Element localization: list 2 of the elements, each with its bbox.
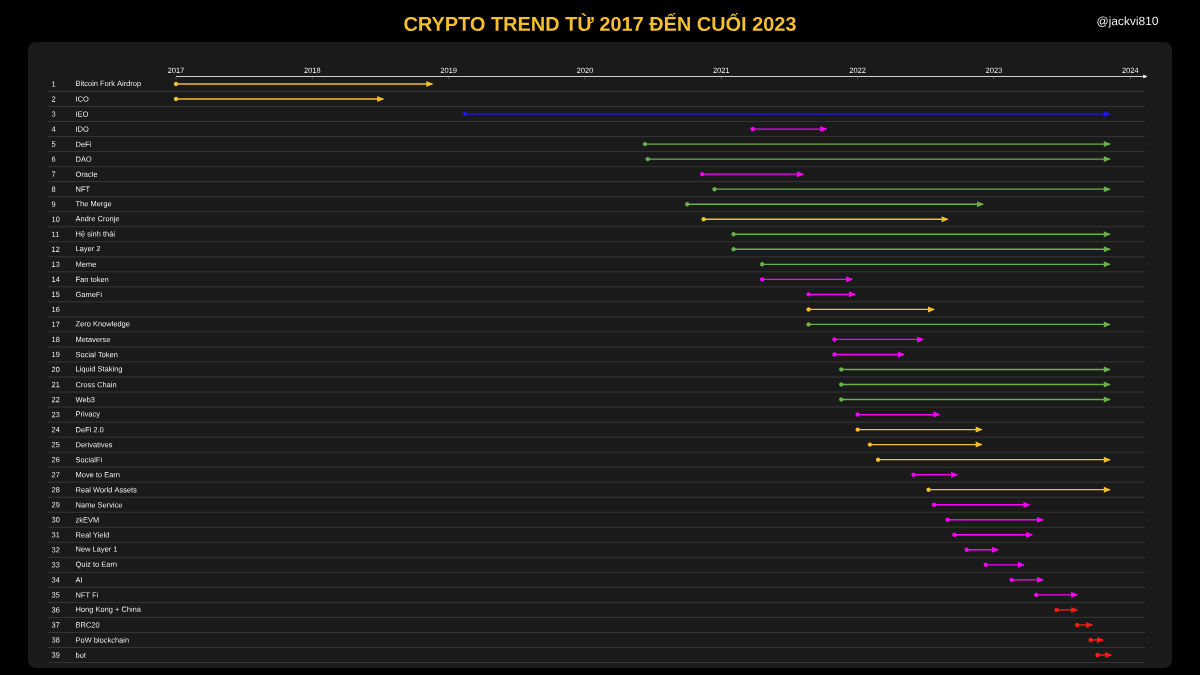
chart-title: CRYPTO TREND TỪ 2017 ĐẾN CUỐI 2023 xyxy=(404,12,796,32)
text: @jackvi810 xyxy=(1097,16,1159,28)
